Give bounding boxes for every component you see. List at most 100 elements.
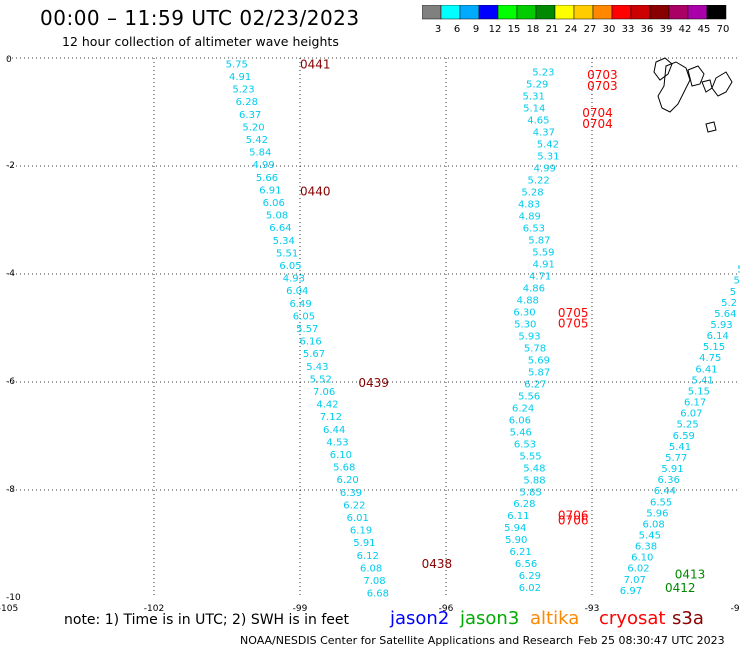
time-label: 0439 bbox=[358, 376, 389, 390]
note-text: note: 1) Time is in UTC; 2) SWH is in fe… bbox=[64, 612, 350, 628]
colorbar-label: 39 bbox=[660, 24, 673, 35]
swh-value: 5.85 bbox=[520, 487, 542, 498]
swh-value: 6.14 bbox=[707, 331, 729, 342]
swh-value: 6.44 bbox=[654, 486, 676, 497]
swh-value: 5.2 bbox=[721, 298, 737, 309]
swh-value: 6.05 bbox=[293, 311, 315, 322]
y-tick-label: -8 bbox=[6, 485, 15, 495]
swh-value: 6.21 bbox=[509, 547, 531, 558]
colorbar-label: 30 bbox=[603, 24, 616, 35]
swh-value: 5.68 bbox=[333, 463, 355, 474]
time-label: 0412 bbox=[665, 581, 696, 595]
swh-value: 6.49 bbox=[289, 299, 311, 310]
swh-value: 4.88 bbox=[517, 295, 539, 306]
colorbar-label: 21 bbox=[546, 24, 559, 35]
swh-value: 4.83 bbox=[518, 199, 540, 210]
swh-value: 4.71 bbox=[529, 271, 551, 282]
swh-value: 5.93 bbox=[518, 331, 540, 342]
swh-value: 6.27 bbox=[524, 379, 546, 390]
page-subtitle: 12 hour collection of altimeter wave hei… bbox=[62, 34, 339, 49]
colorbar-label: 27 bbox=[584, 24, 597, 35]
swh-value: 5 bbox=[733, 276, 739, 287]
swh-value: 5.91 bbox=[353, 538, 375, 549]
y-tick-label: -4 bbox=[6, 269, 15, 279]
swh-value: 6.29 bbox=[519, 571, 541, 582]
swh-value: 5.42 bbox=[537, 139, 559, 150]
colorbar-label: 18 bbox=[527, 24, 540, 35]
swh-value: 5.91 bbox=[661, 464, 683, 475]
time-label: 0441 bbox=[300, 57, 331, 71]
swh-value: 4.99 bbox=[534, 163, 556, 174]
colorbar-label: 3 bbox=[435, 24, 441, 35]
swh-value: 5.59 bbox=[532, 247, 554, 258]
swh-value: 6.39 bbox=[340, 488, 362, 499]
swh-value: 6.16 bbox=[300, 337, 322, 348]
swh-value: 4.89 bbox=[519, 211, 541, 222]
swh-value: 6.44 bbox=[323, 425, 345, 436]
swh-value: 6.38 bbox=[635, 542, 657, 553]
swh-value: 6.02 bbox=[519, 583, 541, 594]
swh-value: 5.78 bbox=[524, 343, 546, 354]
x-tick-label: -105 bbox=[0, 604, 18, 614]
swh-value: 5.29 bbox=[526, 79, 548, 90]
swh-value: 7.06 bbox=[313, 387, 335, 398]
swh-value: 6.08 bbox=[360, 563, 382, 574]
swh-value: 5.45 bbox=[639, 531, 661, 542]
swh-value: 6.04 bbox=[286, 286, 308, 297]
colorbar-swatch bbox=[706, 5, 727, 20]
swh-value: 4.91 bbox=[229, 72, 251, 83]
colorbar-label: 15 bbox=[508, 24, 521, 35]
swh-value: 5 bbox=[730, 287, 736, 298]
swh-value: 5.88 bbox=[523, 475, 545, 486]
y-tick-label: -2 bbox=[6, 161, 15, 171]
swh-value: 6.11 bbox=[507, 511, 529, 522]
colorbar-label: 24 bbox=[565, 24, 578, 35]
swh-value: 6.68 bbox=[367, 589, 389, 600]
legend-altika: altika bbox=[530, 608, 580, 629]
swh-value: 5.28 bbox=[521, 187, 543, 198]
swh-value: 6.05 bbox=[279, 261, 301, 272]
swh-value: 6.07 bbox=[680, 409, 702, 420]
swh-value: 5.43 bbox=[306, 362, 328, 373]
coastline-island bbox=[705, 121, 717, 133]
colorbar-label: 70 bbox=[717, 24, 730, 35]
swh-value: 6.10 bbox=[631, 553, 653, 564]
swh-value: 6.24 bbox=[512, 403, 534, 414]
time-label: 0705 bbox=[558, 317, 589, 331]
swh-value: 5.48 bbox=[523, 463, 545, 474]
swh-value: 5.15 bbox=[703, 342, 725, 353]
swh-value: 5.87 bbox=[528, 367, 550, 378]
swh-value: 5.93 bbox=[710, 320, 732, 331]
swh-value: 6.97 bbox=[620, 586, 642, 597]
swh-value: 4.91 bbox=[533, 259, 555, 270]
time-label: 0706 bbox=[558, 508, 589, 522]
x-tick-label: -90 bbox=[731, 604, 740, 614]
y-tick-label: 0 bbox=[6, 55, 12, 65]
time-label: 0704 bbox=[582, 106, 613, 120]
swh-value: 5.87 bbox=[528, 235, 550, 246]
swh-value: 5.31 bbox=[537, 151, 559, 162]
time-label: 0705 bbox=[558, 306, 589, 320]
swh-value: 6.08 bbox=[642, 519, 664, 530]
swh-value: 4.65 bbox=[527, 115, 549, 126]
swh-value: 5.23 bbox=[232, 85, 254, 96]
swh-value: 6.19 bbox=[350, 526, 372, 537]
swh-value: 6.12 bbox=[357, 551, 379, 562]
swh-value: 6.91 bbox=[259, 185, 281, 196]
time-label: 0413 bbox=[675, 568, 706, 582]
swh-value: 6.37 bbox=[239, 110, 261, 121]
swh-value: 5.94 bbox=[504, 523, 526, 534]
swh-value: 4.86 bbox=[523, 283, 545, 294]
swh-value: 5.22 bbox=[527, 175, 549, 186]
colorbar-label: 42 bbox=[679, 24, 692, 35]
colorbar-label: 6 bbox=[454, 24, 460, 35]
x-tick-label: -99 bbox=[293, 604, 308, 614]
legend-jason3: jason3 bbox=[460, 608, 520, 629]
swh-value: 6.36 bbox=[658, 475, 680, 486]
swh-value: 5.14 bbox=[523, 103, 545, 114]
swh-value: 6.10 bbox=[330, 450, 352, 461]
swh-value: 5.34 bbox=[273, 236, 295, 247]
swh-value: 5.56 bbox=[518, 391, 540, 402]
swh-value: 5.23 bbox=[532, 68, 554, 79]
coastline-island bbox=[687, 65, 705, 87]
